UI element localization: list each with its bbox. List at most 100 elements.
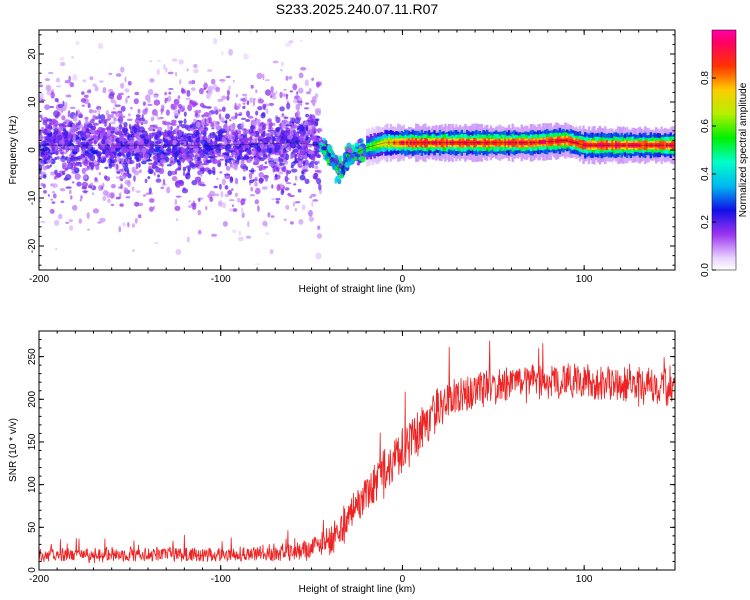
heatmap-cell (219, 158, 224, 161)
heatmap-cell (207, 85, 214, 91)
heatmap-cell (157, 153, 161, 161)
heatmap-cell (254, 181, 258, 187)
heatmap-cell (251, 144, 256, 148)
heatmap-cell (254, 176, 258, 182)
heatmap-cell (127, 95, 130, 98)
heatmap-cell (73, 134, 76, 141)
heatmap-cell (199, 87, 204, 95)
heatmap-cell (241, 212, 245, 219)
heatmap-cell (39, 84, 43, 88)
heatmap-cell (318, 184, 322, 191)
heatmap-cell (248, 136, 253, 142)
heatmap-cell (241, 207, 244, 213)
heatmap-cell (270, 86, 274, 93)
y-tick-label: -10 (27, 190, 38, 205)
heatmap-cell (102, 87, 107, 94)
heatmap-cell (156, 68, 160, 76)
heatmap-cell (109, 91, 115, 96)
heatmap-cell (65, 94, 72, 98)
heatmap-cell (133, 170, 140, 176)
heatmap-cell (69, 106, 76, 109)
heatmap-cell (44, 78, 50, 82)
heatmap-cell (182, 170, 186, 177)
heatmap-cell (280, 189, 284, 196)
heatmap-cell (186, 90, 191, 97)
heatmap-cell (238, 130, 242, 135)
heatmap-cell (53, 128, 59, 131)
heatmap-cell (59, 159, 66, 162)
heatmap-cell (157, 59, 161, 63)
heatmap-cell (366, 145, 369, 150)
heatmap-cell (144, 178, 148, 184)
heatmap-cell (83, 168, 89, 171)
heatmap-cell (159, 159, 167, 164)
heatmap-cell (250, 133, 257, 137)
heatmap-cell (123, 187, 128, 194)
heatmap-cell (303, 164, 309, 171)
heatmap-cell (237, 113, 242, 116)
heatmap-cell (54, 145, 57, 151)
heatmap-cell (218, 200, 223, 207)
heatmap-cell (279, 137, 285, 144)
heatmap-cell (67, 162, 74, 170)
heatmap-cell (278, 126, 281, 130)
heatmap-cell (249, 97, 253, 103)
heatmap-cell (167, 71, 174, 75)
heatmap-cell (171, 175, 178, 182)
heatmap-cell (147, 162, 154, 165)
heatmap-cell (155, 140, 162, 145)
heatmap-cell (115, 111, 120, 118)
heatmap-cell (157, 174, 160, 178)
heatmap-cell (171, 58, 178, 62)
heatmap-cell (362, 149, 368, 155)
heatmap-cell (41, 130, 47, 134)
heatmap-cell (98, 42, 103, 50)
snr-xlabel: Height of straight line (km) (299, 584, 416, 595)
heatmap-cell (195, 152, 199, 157)
heatmap-cell (187, 138, 193, 142)
heatmap-cell (87, 141, 94, 145)
heatmap-cell (105, 176, 111, 182)
heatmap-cell (283, 88, 287, 91)
heatmap-cell (234, 112, 238, 119)
heatmap-cell (185, 97, 191, 101)
heatmap-cell (55, 77, 61, 83)
heatmap-cell (285, 127, 289, 130)
heatmap-cell (45, 84, 52, 92)
heatmap-cell (213, 185, 218, 189)
heatmap-cell (88, 185, 93, 189)
heatmap-cell (205, 144, 212, 152)
heatmap-cell (134, 201, 140, 207)
heatmap-cell (81, 181, 88, 188)
heatmap-cell (234, 177, 239, 185)
heatmap-cell (117, 129, 123, 136)
heatmap-cell (166, 164, 172, 167)
heatmap-cell (124, 76, 127, 83)
heatmap-cell (291, 117, 296, 124)
heatmap-cell (257, 98, 264, 104)
heatmap-cell (275, 138, 280, 143)
chart-title: S233.2025.240.07.11.R07 (276, 1, 439, 17)
heatmap-cell (183, 118, 187, 125)
heatmap-cell (75, 40, 80, 46)
heatmap-cell (72, 181, 75, 184)
heatmap-cell (304, 79, 309, 87)
heatmap-cell (127, 169, 130, 174)
heatmap-cell (54, 219, 60, 227)
heatmap-cell (178, 108, 183, 111)
heatmap-cell (155, 112, 159, 118)
heatmap-cell (181, 124, 187, 129)
heatmap-cell (148, 138, 152, 143)
heatmap-cell (189, 124, 194, 127)
heatmap-cell (317, 225, 321, 230)
heatmap-cell (335, 169, 339, 174)
heatmap-cell (48, 72, 54, 74)
heatmap-cell (304, 178, 310, 185)
heatmap-cell (308, 209, 313, 217)
heatmap-cell (205, 106, 212, 109)
heatmap-cell (253, 155, 256, 158)
colorbar: 0.0 0.2 0.4 0.6 0.8 Normalized spectral ampl… (700, 29, 749, 277)
heatmap-cell (298, 219, 304, 225)
heatmap-cell (227, 139, 231, 144)
